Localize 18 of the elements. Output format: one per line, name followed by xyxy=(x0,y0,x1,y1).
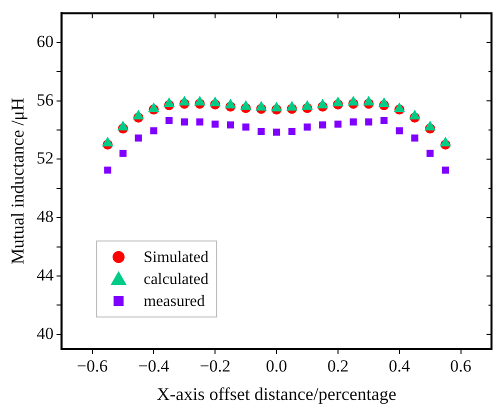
y-tick-label: 48 xyxy=(36,207,54,226)
x-tick-label: −0.2 xyxy=(200,356,231,376)
x-tick-label: −0.4 xyxy=(138,356,170,376)
x-axis-title: X-axis offset distance/percentage xyxy=(156,384,396,404)
x-tick-label: 0.0 xyxy=(266,356,288,376)
y-axis-title: Mutual inductance /μH xyxy=(8,98,28,264)
x-tick-label: 0.4 xyxy=(388,356,411,376)
x-tick-label: 0.2 xyxy=(327,356,349,376)
legend-label: Simulated xyxy=(144,249,208,266)
y-tick-label: 60 xyxy=(36,32,54,51)
legend-label: measured xyxy=(144,293,205,310)
x-tick-label: −0.6 xyxy=(76,356,108,376)
y-tick-label: 56 xyxy=(36,90,54,110)
x-tick-label: 0.6 xyxy=(450,356,472,376)
y-tick-label: 40 xyxy=(36,324,54,343)
legend-label: calculated xyxy=(144,271,208,288)
y-tick-label: 44 xyxy=(36,265,54,284)
y-tick-label: 52 xyxy=(36,148,54,168)
